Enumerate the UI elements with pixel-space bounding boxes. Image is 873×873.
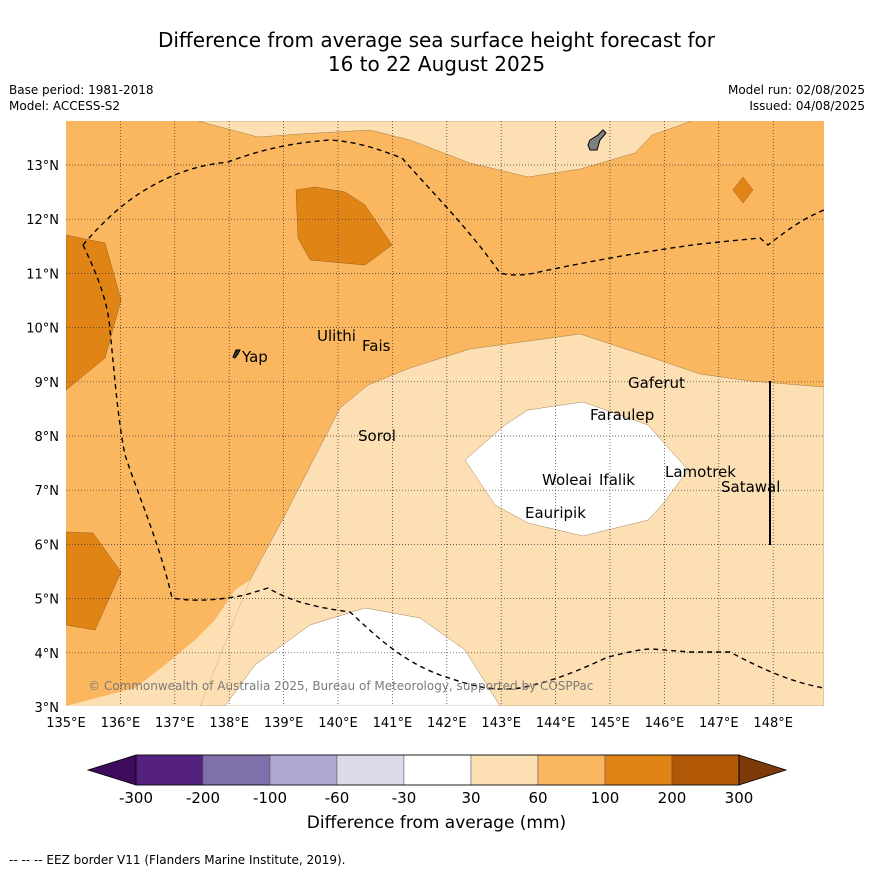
meta-right: Model run: 02/08/2025 Issued: 04/08/2025	[728, 82, 865, 114]
longitude-tick-label: 145°E	[590, 716, 630, 731]
colorbar-tick-label: 300	[725, 789, 754, 807]
anomaly-30-60-sw-region	[66, 580, 250, 706]
latitude-tick-label: 5°N	[35, 593, 60, 608]
colorbar-max-extend	[738, 754, 788, 786]
colorbar-swatch	[671, 754, 740, 786]
model-run-text: Model run: 02/08/2025	[727, 83, 865, 97]
colorbar-swatch	[604, 754, 673, 786]
longitude-tick-labels: 135°E 136°E 137°E 138°E 139°E 140°E 141°E 142°E…	[46, 716, 793, 731]
colorbar-tick-label: -100	[253, 789, 287, 807]
latitude-tick-label: 12°N	[26, 213, 59, 228]
colorbar-swatch	[537, 754, 606, 786]
place-label-faraulep: Faraulep	[590, 406, 654, 424]
colorbar-swatch	[336, 754, 405, 786]
longitude-tick-label: 144°E	[536, 716, 576, 731]
latitude-tick-label: 10°N	[26, 322, 59, 337]
colorbar-swatch	[403, 754, 472, 786]
longitude-tick-label: 143°E	[481, 716, 521, 731]
anomaly-100-200-ne-patch	[732, 176, 754, 204]
place-label-ulithi: Ulithi	[317, 327, 356, 345]
place-label-woleai: Woleai	[542, 471, 592, 489]
copyright-text: © Commonwealth of Australia 2025, Bureau…	[88, 679, 593, 693]
place-label-lamotrek: Lamotrek	[665, 463, 736, 481]
longitude-tick-label: 139°E	[264, 716, 304, 731]
meta-left: Base period: 1981-2018 Model: ACCESS-S2	[9, 82, 154, 114]
latitude-tick-label: 13°N	[26, 159, 59, 174]
colorbar-tick-label: 200	[658, 789, 687, 807]
colorbar-title: Difference from average (mm)	[306, 813, 567, 833]
model-text: Model: ACCESS-S2	[9, 99, 121, 113]
latitude-tick-label: 4°N	[35, 647, 60, 662]
colorbar-swatch	[135, 754, 204, 786]
longitude-tick-label: 148°E	[753, 716, 793, 731]
longitude-tick-label: 142°E	[427, 716, 467, 731]
place-label-eauripik: Eauripik	[525, 504, 586, 522]
place-labels: Yap Ulithi Fais Gaferut Faraulep Sorol W…	[241, 327, 780, 522]
longitude-tick-label: 141°E	[373, 716, 413, 731]
colorbar-tick-label: 60	[528, 789, 547, 807]
longitude-tick-label: 147°E	[699, 716, 739, 731]
longitude-tick-label: 136°E	[101, 716, 141, 731]
island-north-landmass	[587, 129, 607, 151]
latitude-tick-label: 8°N	[35, 430, 60, 445]
latitude-tick-label: 3°N	[35, 701, 60, 716]
graticule	[66, 121, 824, 706]
issued-text: Issued: 04/08/2025	[749, 99, 865, 113]
island-yap-landmass	[232, 349, 241, 359]
colorbar-labels: -300 -200 -100 -60 -30 30 60 100 200 300	[119, 789, 753, 807]
colorbar-tick-label: -60	[325, 789, 350, 807]
longitude-tick-label: 135°E	[46, 716, 86, 731]
longitude-tick-label: 146°E	[645, 716, 685, 731]
place-label-satawal: Satawal	[721, 478, 780, 496]
colorbar-swatch	[470, 754, 539, 786]
eez-border-south	[82, 244, 824, 690]
colorbar-min-extend	[86, 754, 137, 786]
place-label-yap: Yap	[241, 348, 268, 366]
colorbar-tick-label: -30	[392, 789, 417, 807]
colorbar-tick-label: 30	[461, 789, 480, 807]
colorbar-tick-label: -200	[186, 789, 220, 807]
anomaly-100-200-west-patch	[66, 234, 122, 391]
longitude-tick-label: 140°E	[318, 716, 358, 731]
latitude-tick-label: 7°N	[35, 484, 60, 499]
colorbar-tick-label: 100	[591, 789, 620, 807]
colorbar-tick-label: -300	[119, 789, 153, 807]
longitude-tick-label: 138°E	[209, 716, 249, 731]
eez-border-north	[82, 139, 824, 276]
map-area	[66, 121, 824, 706]
place-label-sorol: Sorol	[358, 427, 396, 445]
anomaly-100-200-north-patch	[295, 186, 393, 266]
place-label-gaferut: Gaferut	[628, 374, 685, 392]
latitude-tick-labels: 13°N 12°N 11°N 10°N 9°N 8°N 7°N 6°N 5°N 4°N 3°N	[26, 159, 59, 716]
latitude-tick-label: 11°N	[26, 267, 59, 282]
longitude-tick-label: 137°E	[155, 716, 195, 731]
colorbar-swatch	[202, 754, 271, 786]
map-title: Difference from average sea surface heig…	[0, 28, 873, 76]
place-label-fais: Fais	[362, 337, 391, 355]
place-label-ifalik: Ifalik	[599, 471, 635, 489]
anomaly-30-60-north-region	[197, 121, 693, 178]
colorbar	[86, 754, 788, 786]
anomaly-100-200-sw-patch	[66, 531, 122, 631]
eez-legend-note: -- -- -- EEZ border V11 (Flanders Marine…	[9, 853, 346, 867]
title-line-2: 16 to 22 August 2025	[327, 52, 546, 76]
colorbar-swatch	[269, 754, 338, 786]
base-period-text: Base period: 1981-2018	[9, 83, 154, 97]
latitude-tick-label: 6°N	[35, 538, 60, 553]
title-line-1: Difference from average sea surface heig…	[157, 28, 716, 52]
latitude-tick-label: 9°N	[35, 376, 60, 391]
near-normal-central-region	[464, 401, 689, 537]
colorbar-outline	[135, 754, 740, 786]
